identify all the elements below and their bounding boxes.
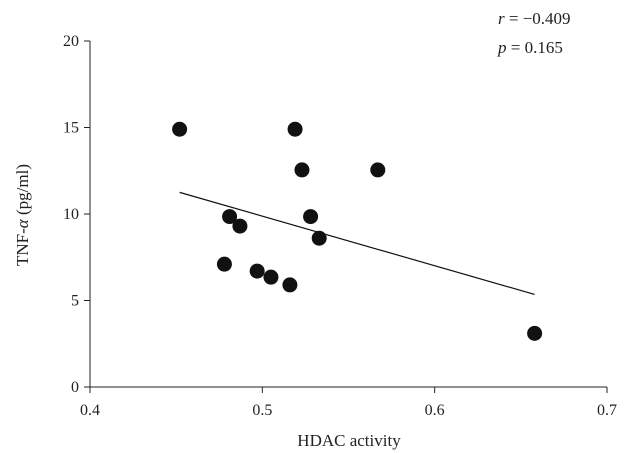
data-point xyxy=(287,121,303,137)
r-value: = −0.409 xyxy=(505,9,571,28)
y-tick-label: 15 xyxy=(63,120,79,137)
data-point xyxy=(527,325,543,341)
data-point xyxy=(282,277,298,293)
data-point xyxy=(172,121,188,137)
y-axis-title: TNF-α (pg/ml) xyxy=(13,164,32,266)
data-point xyxy=(222,209,238,225)
x-tick-label: 0.4 xyxy=(80,402,100,419)
p-value-label: p = 0.165 xyxy=(497,38,563,57)
p-value: = 0.165 xyxy=(507,38,563,57)
y-tick-label: 5 xyxy=(71,293,79,310)
r-symbol: r xyxy=(498,9,505,28)
x-ticks: 0.4 0.5 0.6 0.7 xyxy=(80,387,617,419)
y-ticks: 0 5 10 15 20 xyxy=(63,33,90,396)
correlation-label: r = −0.409 xyxy=(498,9,571,28)
data-point xyxy=(263,269,279,285)
y-tick-label: 0 xyxy=(71,379,79,396)
x-axis-title: HDAC activity xyxy=(297,431,401,450)
data-point xyxy=(249,263,265,279)
x-tick-label: 0.5 xyxy=(252,402,272,419)
axes: 0 5 10 15 20 0.4 0.5 0.6 0.7 xyxy=(63,33,617,419)
trendline xyxy=(179,191,535,296)
data-point xyxy=(294,162,310,178)
x-tick-label: 0.6 xyxy=(425,402,445,419)
y-tick-label: 20 xyxy=(63,33,79,50)
y-tick-label: 10 xyxy=(63,206,79,223)
x-tick-label: 0.7 xyxy=(597,402,617,419)
p-symbol: p xyxy=(497,38,507,57)
data-point xyxy=(216,256,232,272)
y-axis-title-prefix: TNF- xyxy=(13,228,32,266)
data-point xyxy=(303,209,319,225)
data-point xyxy=(232,218,248,234)
trendline-group xyxy=(179,191,535,296)
y-axis-title-symbol: α xyxy=(13,218,32,228)
y-axis-title-suffix: (pg/ml) xyxy=(13,164,32,219)
data-point xyxy=(311,230,327,246)
data-point xyxy=(370,162,386,178)
data-points xyxy=(172,121,543,341)
